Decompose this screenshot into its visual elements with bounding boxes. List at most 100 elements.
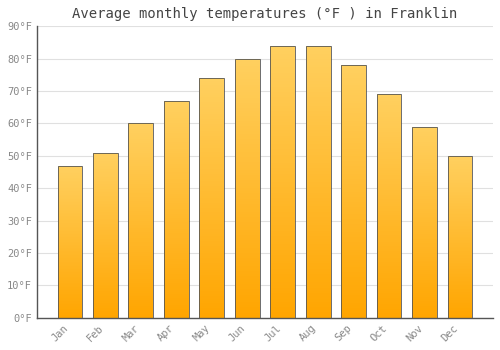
Bar: [376, 248, 402, 251]
Bar: [376, 132, 402, 134]
Bar: [164, 281, 188, 283]
Bar: [412, 182, 437, 184]
Bar: [164, 224, 188, 227]
Bar: [306, 59, 330, 62]
Bar: [235, 175, 260, 178]
Bar: [412, 207, 437, 209]
Bar: [128, 149, 154, 151]
Bar: [376, 204, 402, 206]
Bar: [376, 148, 402, 150]
Bar: [93, 215, 118, 217]
Bar: [270, 127, 295, 130]
Bar: [58, 228, 82, 230]
Bar: [341, 73, 366, 75]
Bar: [164, 257, 188, 259]
Bar: [164, 140, 188, 142]
Bar: [58, 193, 82, 195]
Bar: [448, 245, 472, 247]
Bar: [270, 258, 295, 261]
Bar: [164, 170, 188, 173]
Bar: [200, 119, 224, 121]
Bar: [93, 177, 118, 179]
Bar: [164, 294, 188, 296]
Bar: [235, 92, 260, 95]
Bar: [412, 239, 437, 241]
Bar: [164, 129, 188, 131]
Bar: [58, 170, 82, 172]
Bar: [235, 282, 260, 284]
Bar: [128, 143, 154, 145]
Bar: [341, 217, 366, 219]
Bar: [93, 308, 118, 310]
Bar: [270, 119, 295, 122]
Bar: [412, 297, 437, 299]
Bar: [270, 310, 295, 313]
Bar: [93, 217, 118, 219]
Bar: [376, 258, 402, 260]
Bar: [306, 168, 330, 171]
Bar: [448, 310, 472, 312]
Bar: [448, 290, 472, 292]
Bar: [235, 302, 260, 305]
Bar: [128, 267, 154, 269]
Bar: [200, 117, 224, 119]
Bar: [128, 182, 154, 184]
Bar: [93, 276, 118, 278]
Bar: [270, 201, 295, 204]
Bar: [306, 184, 330, 187]
Bar: [448, 261, 472, 263]
Bar: [128, 254, 154, 256]
Bar: [235, 82, 260, 85]
Bar: [341, 174, 366, 176]
Bar: [58, 284, 82, 286]
Bar: [448, 287, 472, 289]
Bar: [341, 315, 366, 318]
Bar: [93, 232, 118, 233]
Bar: [448, 199, 472, 201]
Bar: [235, 173, 260, 175]
Bar: [306, 70, 330, 73]
Bar: [200, 150, 224, 153]
Bar: [376, 280, 402, 282]
Bar: [235, 238, 260, 240]
Bar: [164, 207, 188, 209]
Bar: [306, 179, 330, 182]
Bar: [412, 159, 437, 161]
Bar: [306, 204, 330, 206]
Bar: [341, 93, 366, 96]
Bar: [200, 133, 224, 136]
Bar: [164, 246, 188, 248]
Bar: [93, 189, 118, 191]
Bar: [412, 308, 437, 310]
Bar: [164, 279, 188, 281]
Bar: [164, 190, 188, 192]
Bar: [93, 239, 118, 240]
Bar: [448, 191, 472, 193]
Bar: [376, 219, 402, 222]
Bar: [448, 225, 472, 227]
Bar: [164, 314, 188, 316]
Bar: [128, 230, 154, 232]
Bar: [376, 282, 402, 284]
Bar: [341, 141, 366, 144]
Bar: [376, 302, 402, 304]
Bar: [341, 75, 366, 78]
Bar: [341, 239, 366, 242]
Bar: [412, 243, 437, 245]
Bar: [448, 308, 472, 310]
Bar: [164, 285, 188, 287]
Bar: [58, 178, 82, 179]
Bar: [58, 289, 82, 290]
Bar: [235, 268, 260, 271]
Bar: [270, 285, 295, 288]
Bar: [412, 314, 437, 316]
Bar: [164, 222, 188, 224]
Bar: [448, 172, 472, 174]
Bar: [412, 220, 437, 222]
Bar: [306, 212, 330, 215]
Bar: [448, 183, 472, 185]
Bar: [376, 206, 402, 208]
Bar: [412, 306, 437, 308]
Bar: [128, 275, 154, 277]
Bar: [235, 139, 260, 142]
